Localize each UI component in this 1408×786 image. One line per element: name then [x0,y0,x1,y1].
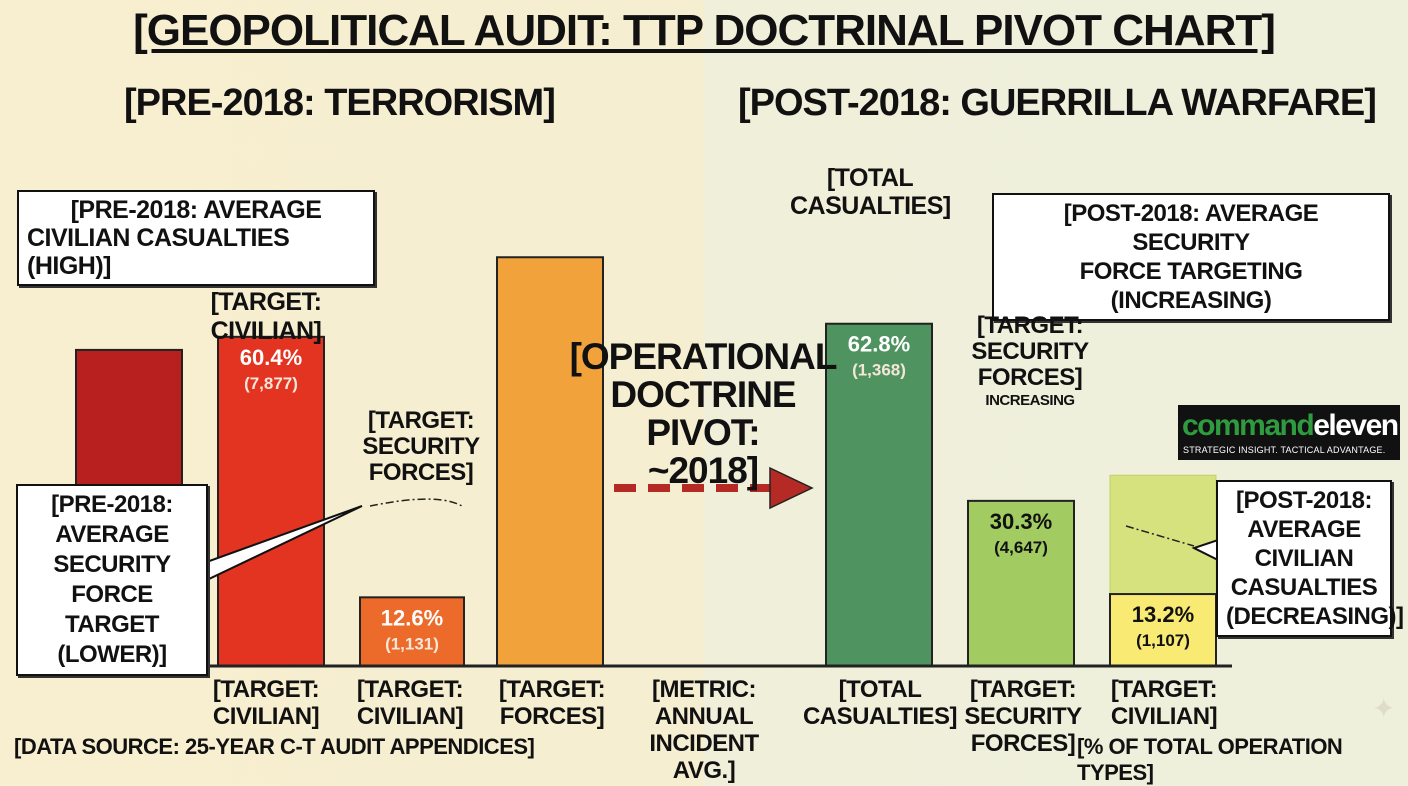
callout-line: (LOWER)] [57,641,167,668]
bar-forces_pre [496,256,604,667]
bar-value-pct: 60.4% [240,345,302,370]
sparkle-icon: ✦ [1372,693,1396,724]
axis-label-civilian-1: [TARGET: CIVILIAN] [206,676,326,730]
callout-line: FORCE TARGET [65,581,159,638]
data-source-note: [DATA SOURCE: 25-YEAR C-T AUDIT APPENDIC… [14,734,535,759]
trend-line [1125,525,1195,547]
phase-pre-label: [PRE-2018: TERRORISM] [124,82,556,124]
logo-word-b: eleven [1313,409,1399,442]
callout-line: AVERAGE [55,521,169,548]
logo-word-a: command [1182,409,1315,442]
pivot-label-line: [OPERATIONAL [569,336,838,377]
pivot-arrow-head [769,466,814,510]
brand-logo: commandeleven STRATEGIC INSIGHT. TACTICA… [1178,405,1400,460]
axis-label-line: [TOTAL [838,676,922,703]
bar-value-count: (4,647) [994,538,1048,557]
bar-label-line: FORCES] [368,459,474,486]
callout-post-security: [POST-2018: AVERAGE SECURITY FORCE TARGE… [992,193,1390,321]
axis-label-line: ANNUAL INCIDENT [649,703,759,757]
bar-label-line: [TARGET: [210,288,322,316]
bar-value-pct: 12.6% [381,605,443,630]
bar-label-security-pre: [TARGET: SECURITY FORCES] [356,408,486,486]
axis-label-line: CASUALTIES] [802,703,958,730]
callout-line: [PRE-2018: [51,491,173,518]
bar-total_post [825,322,933,667]
units-note: [% OF TOTAL OPERATION TYPES] [1077,734,1343,785]
phase-post-label: [POST-2018: GUERRILLA WARFARE] [738,82,1377,124]
bar-value-count: (7,877) [244,374,298,393]
axis-label-line: AVG.] [672,757,736,784]
bar-value-pct: 62.8% [848,332,910,357]
callout-line: [PRE-2018: AVERAGE [70,196,322,224]
logo-tagline: STRATEGIC INSIGHT. TACTICAL ADVANTAGE. [1183,445,1386,455]
axis-label-forces: [TARGET: FORCES] [492,676,612,730]
bar-label-civilian-pre: [TARGET: CIVILIAN] [206,288,326,346]
bar-value-count: (1,368) [852,361,906,380]
bar-label-line: SECURITY [971,338,1089,365]
bar-value-pct: 30.3% [990,509,1052,534]
bar-security_post [967,499,1075,667]
callout-line: [POST-2018: [1236,487,1372,514]
axis-label-civilian-2: [TARGET: CIVILIAN] [350,676,470,730]
axis-label-line: [TARGET: [1110,676,1218,703]
callout-line: CIVILIAN CASUALTIES (HIGH)] [27,224,290,280]
axis-label-line: CIVILIAN] [1110,703,1218,730]
chart-title: [GEOPOLITICAL AUDIT: TTP DOCTRINAL PIVOT… [133,6,1276,55]
callout-post-civilian: [POST-2018: AVERAGE CIVILIAN CASUALTIES … [1216,480,1404,637]
bar-security_pre [359,596,465,668]
pivot-label-line: ~2018] [647,450,759,491]
callout-pre-civilian: [PRE-2018: AVERAGE CIVILIAN CASUALTIES (… [17,190,375,286]
axis-label-line: CIVILIAN] [356,703,464,730]
callout-line: SECURITY [53,551,171,578]
axis-label-line: FORCES] [970,730,1076,757]
bar-label-line: [TARGET: [367,407,475,434]
bar-value-count: (1,107) [1136,631,1190,650]
bar-label-note: INCREASING [985,392,1075,409]
axis-label-line: [TARGET: [969,676,1077,703]
bar-label-line: [TARGET: [976,312,1084,339]
bar-label-line: CIVILIAN] [210,317,322,345]
bar-label-line: SECURITY [362,433,480,460]
callout-line: (DECREASING)] [1226,603,1404,630]
bar-value-pct: 13.2% [1132,602,1194,627]
axis-label-line: [TARGET: [356,676,464,703]
callout-line: FORCE TARGETING (INCREASING) [1079,258,1303,314]
logo-wordmark: commandeleven [1182,409,1399,443]
bar-label-total-post: [TOTAL CASUALTIES] [790,164,951,220]
axis-label-line: FORCES] [499,703,605,730]
bar-label-line: CASUALTIES] [790,192,951,220]
axis-label-civilian-3: [TARGET: CIVILIAN] [1104,676,1224,730]
callout-line: [POST-2018: AVERAGE SECURITY [1063,200,1319,256]
axis-label-line: [TARGET: [212,676,320,703]
bar-label-security-post: [TARGET: SECURITY FORCES] INCREASING [960,313,1100,411]
callout-line: AVERAGE [1247,516,1361,543]
callout-line: CIVILIAN [1254,545,1354,572]
callout-pre-security: [PRE-2018: AVERAGE SECURITY FORCE TARGET… [16,484,208,676]
axis-label-security: [TARGET: SECURITY FORCES] [958,676,1088,757]
pivot-label: [OPERATIONAL DOCTRINE PIVOT: ~2018] [568,338,838,490]
bar-label-line: [TOTAL [826,164,914,192]
axis-label-line: [TARGET: [498,676,606,703]
trend-line [369,498,463,507]
bar-value-count: (1,131) [385,634,439,653]
axis-label-line: CIVILIAN] [212,703,320,730]
callout-line: CASUALTIES [1230,574,1378,601]
bar-civilian_post [1109,593,1217,667]
pivot-label-line: DOCTRINE PIVOT: [610,374,796,453]
axis-label-line: SECURITY [964,703,1082,730]
axis-label-metric: [METRIC: ANNUAL INCIDENT AVG.] [604,676,804,784]
bar-label-line: FORCES] [977,364,1083,391]
axis-label-total: [TOTAL CASUALTIES] [800,676,960,730]
axis-label-line: [METRIC: [652,676,756,703]
